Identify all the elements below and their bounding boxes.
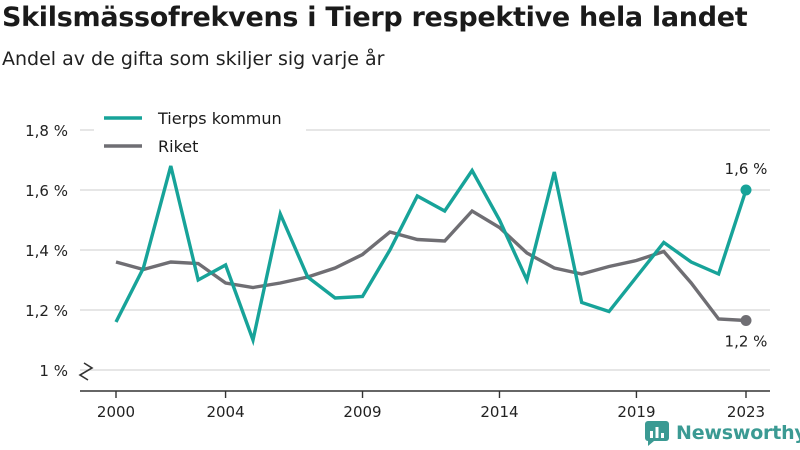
newsworthy-logo-icon <box>645 421 669 446</box>
chart-subtitle: Andel av de gifta som skiljer sig varje … <box>2 48 385 70</box>
y-tick-label: 1,6 % <box>25 182 68 200</box>
y-tick-label: 1,8 % <box>25 122 68 140</box>
y-tick-label: 1,2 % <box>25 302 68 320</box>
series-line-tierp <box>114 165 748 347</box>
brand-logo: Newsworthy <box>644 420 800 446</box>
endpoint-tierp <box>740 184 752 196</box>
x-tick-label: 2000 <box>97 403 135 421</box>
y-base-label: 1 % <box>39 362 68 380</box>
chart-title: Skilsmässofrekvens i Tierp respektive he… <box>2 2 748 33</box>
end-label-riket: 1,2 % <box>725 333 768 351</box>
x-tick-label: 2009 <box>343 403 381 421</box>
brand-name: Newsworthy <box>676 422 800 444</box>
x-tick-label: 2004 <box>206 403 244 421</box>
x-tick-label: 2019 <box>617 403 655 421</box>
x-tick-label: 2023 <box>727 403 765 421</box>
legend-item-riket-label: Riket <box>158 137 198 156</box>
series-line-riket <box>115 208 747 323</box>
legend-item-tierp-label: Tierps kommun <box>157 109 282 128</box>
x-tick-label: 2014 <box>480 403 518 421</box>
axis-break-icon <box>78 362 94 381</box>
y-tick-label: 1,4 % <box>25 242 68 260</box>
end-label-tierp: 1,6 % <box>725 160 768 178</box>
legend-background <box>94 104 306 158</box>
endpoint-riket <box>740 315 752 326</box>
